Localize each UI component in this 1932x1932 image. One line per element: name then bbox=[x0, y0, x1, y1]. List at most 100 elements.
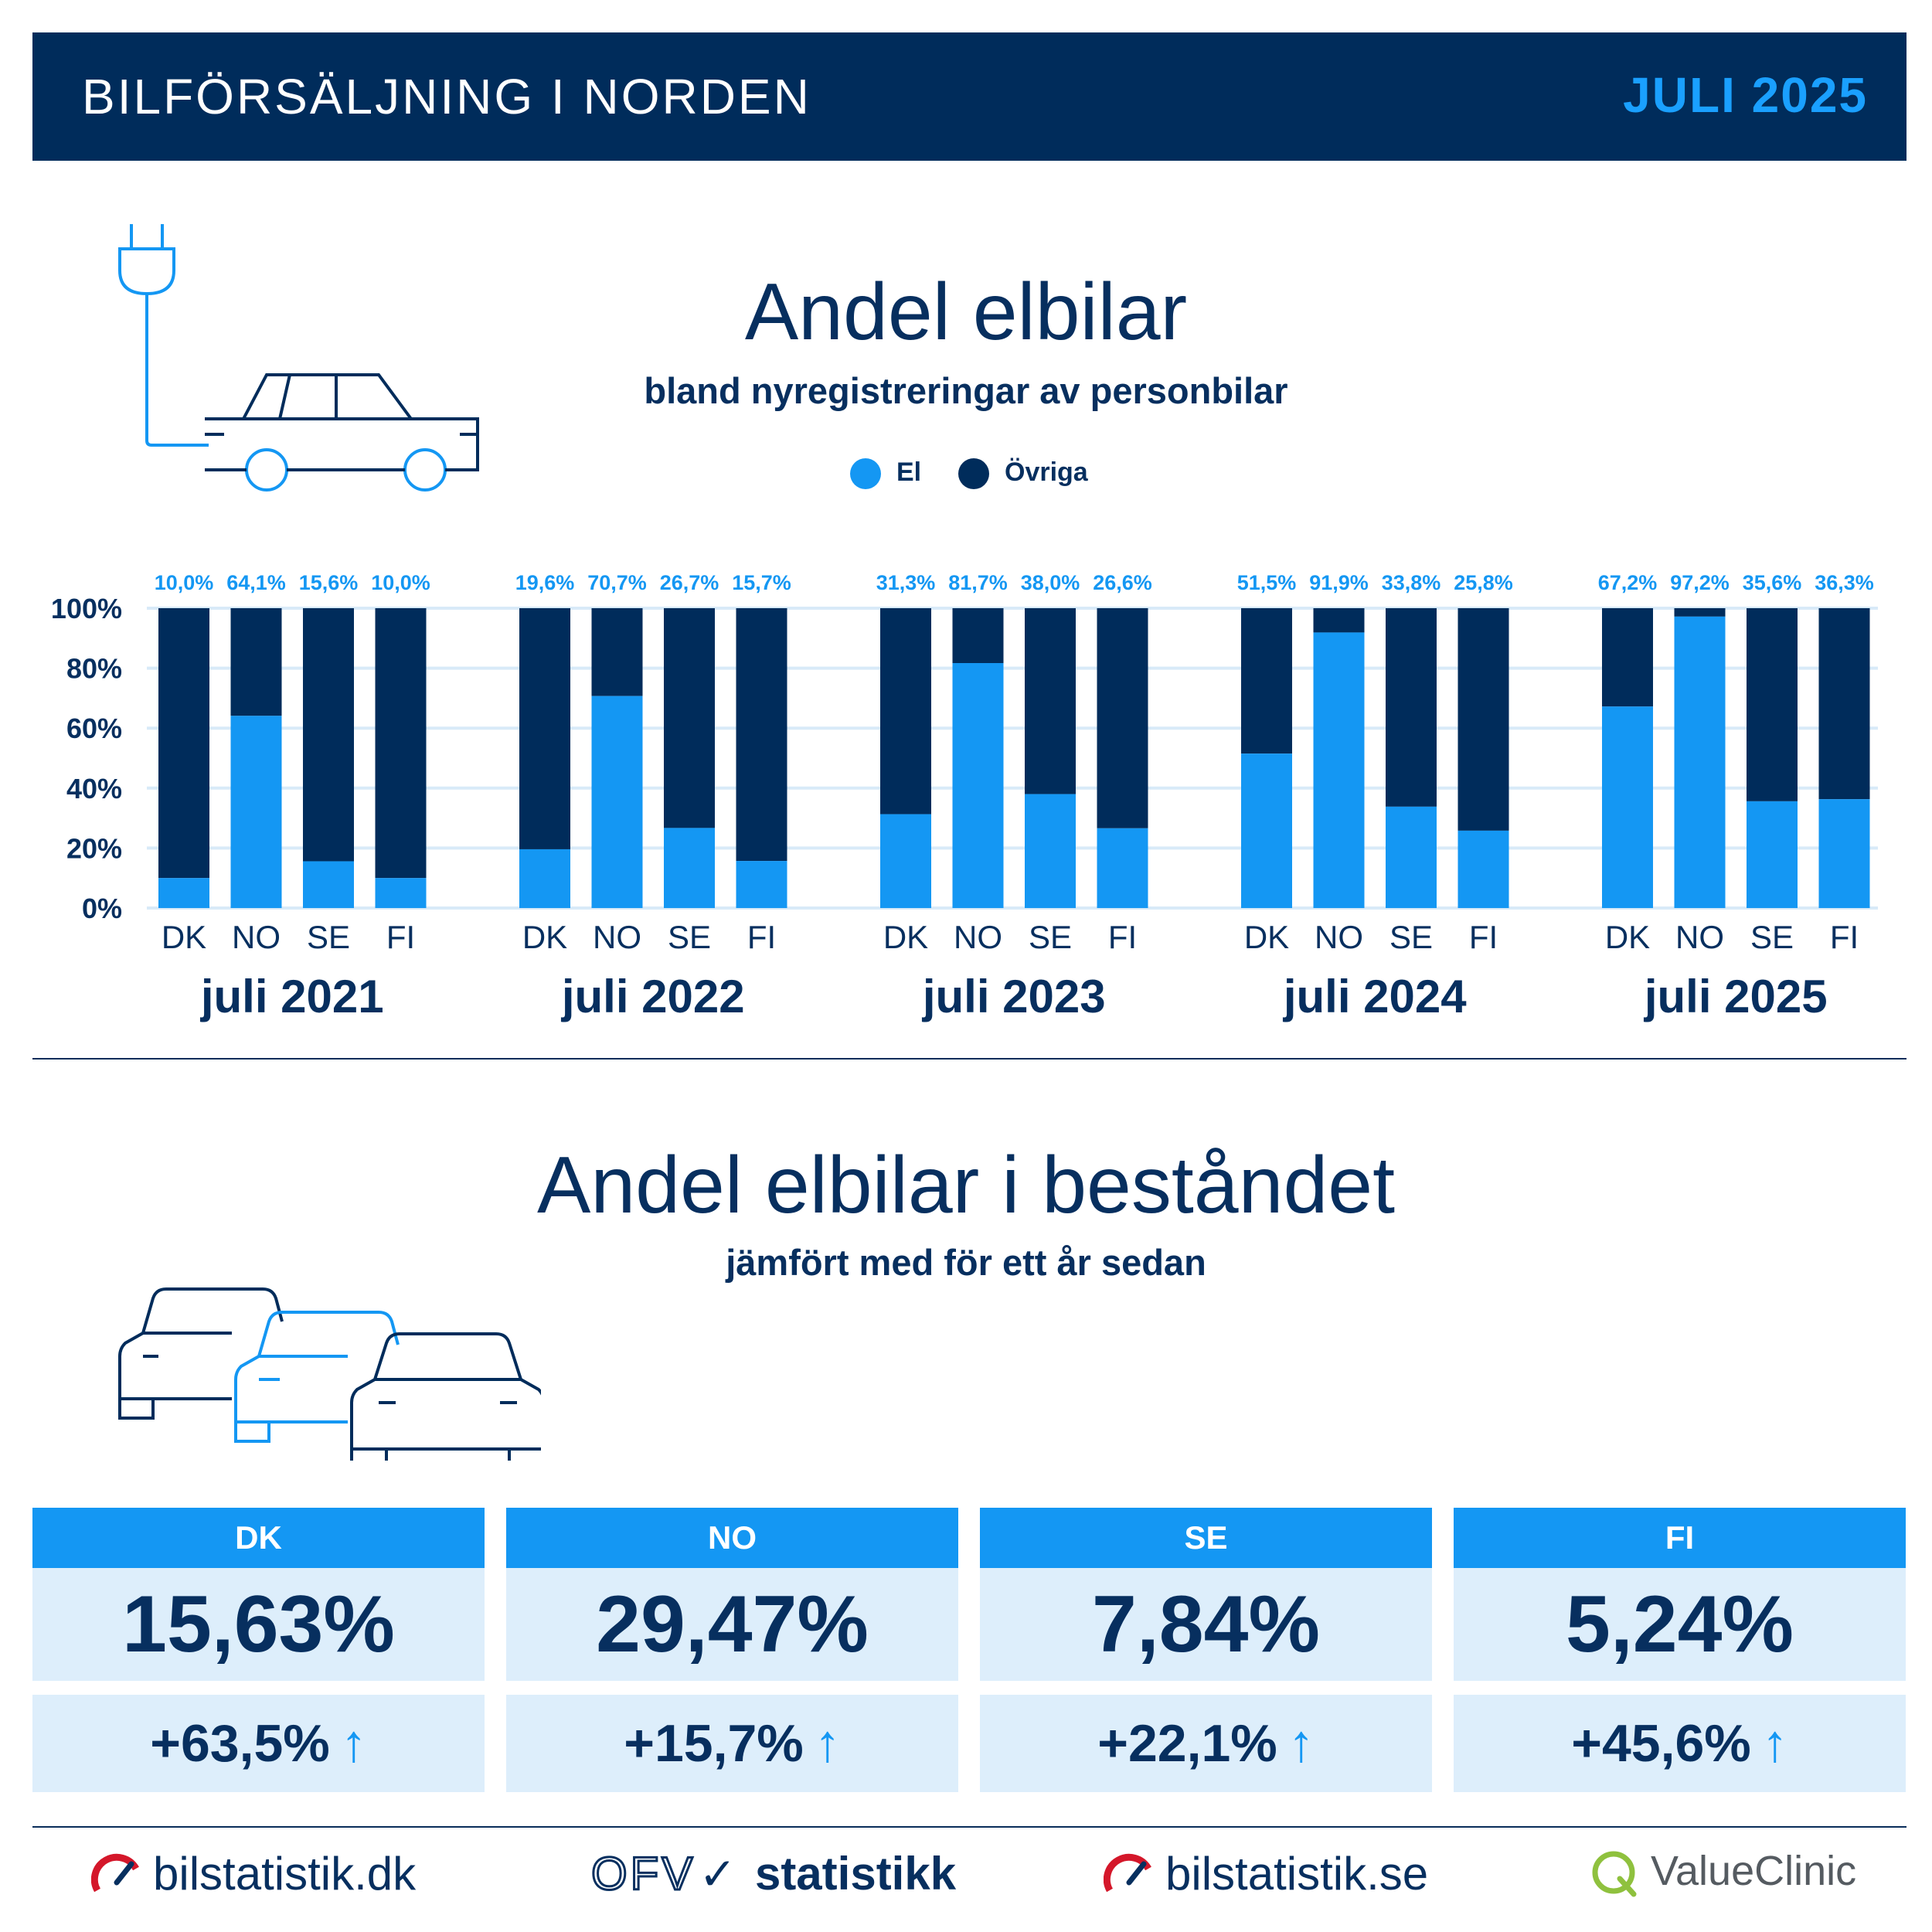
data-label: 26,7% bbox=[660, 571, 719, 594]
x-tick-label: FI bbox=[1469, 919, 1498, 955]
bar-ovriga bbox=[664, 608, 715, 828]
bar-ovriga bbox=[591, 608, 643, 696]
x-tick-label: NO bbox=[1315, 919, 1363, 955]
group-label: juli 2022 bbox=[561, 971, 745, 1022]
ofv-mark: OFV bbox=[590, 1847, 696, 1901]
stat-change: +22,1% bbox=[1097, 1714, 1277, 1773]
stat-change: +45,6% bbox=[1571, 1714, 1751, 1773]
data-label: 97,2% bbox=[1670, 571, 1730, 594]
bar-ovriga bbox=[1386, 608, 1437, 807]
bar-ovriga bbox=[1602, 608, 1653, 707]
x-tick-label: SE bbox=[668, 919, 711, 955]
x-tick-label: SE bbox=[307, 919, 350, 955]
bar-ovriga bbox=[519, 608, 570, 849]
stat-change-row: +45,6% ↑ bbox=[1454, 1695, 1906, 1792]
group-label: juli 2024 bbox=[1283, 971, 1467, 1022]
x-tick-label: NO bbox=[232, 919, 281, 955]
footer-divider bbox=[32, 1826, 1906, 1828]
bar-el bbox=[736, 861, 787, 908]
legend-label-other: Övriga bbox=[1005, 457, 1088, 487]
bar-ovriga bbox=[880, 608, 931, 815]
bar-el bbox=[1458, 830, 1509, 908]
bar-el bbox=[230, 716, 282, 908]
bar-ovriga bbox=[1747, 608, 1798, 801]
logo-bilstatistik-dk: bilstatistik.dk bbox=[91, 1847, 416, 1903]
stat-change: +15,7% bbox=[624, 1714, 804, 1773]
x-tick-label: DK bbox=[1244, 919, 1289, 955]
data-label: 91,9% bbox=[1309, 571, 1369, 594]
bar-el bbox=[1386, 806, 1437, 908]
up-arrow-icon: ↑ bbox=[1287, 1714, 1315, 1773]
stat-change: +63,5% bbox=[150, 1714, 330, 1773]
cars-fleet-icon bbox=[118, 1287, 541, 1461]
speedometer-icon bbox=[91, 1854, 139, 1893]
group-label: juli 2021 bbox=[200, 971, 384, 1022]
logo-ofv-statistikk: OFV✓ statistikk bbox=[590, 1847, 956, 1901]
data-label: 70,7% bbox=[587, 571, 647, 594]
bar-el bbox=[1602, 706, 1653, 908]
y-tick-label: 20% bbox=[66, 832, 122, 864]
stat-value: 5,24% bbox=[1454, 1568, 1906, 1681]
data-label: 15,6% bbox=[299, 571, 359, 594]
bar-el bbox=[1747, 801, 1798, 908]
stat-value: 15,63% bbox=[32, 1568, 485, 1681]
data-label: 64,1% bbox=[226, 571, 286, 594]
bar-ovriga bbox=[375, 608, 427, 879]
logo-valueclinic: ValueClinic bbox=[1590, 1847, 1856, 1899]
x-tick-label: SE bbox=[1389, 919, 1433, 955]
header-bar: BILFÖRSÄLJNING I NORDEN JULI 2025 bbox=[32, 32, 1906, 161]
stat-country: NO bbox=[506, 1508, 958, 1568]
stat-value: 7,84% bbox=[980, 1568, 1432, 1681]
data-label: 81,7% bbox=[948, 571, 1008, 594]
bar-el bbox=[1097, 828, 1148, 908]
bar-ovriga bbox=[952, 608, 1004, 664]
chart-title: Andel elbilar bbox=[744, 267, 1188, 357]
logo-bilstatistik-se: bilstatistik.se bbox=[1104, 1847, 1428, 1903]
speedometer-icon bbox=[1104, 1854, 1151, 1893]
legend-item-other: Övriga bbox=[958, 457, 1088, 490]
bar-el bbox=[1241, 753, 1292, 908]
bar-ovriga bbox=[303, 608, 354, 862]
bar-ovriga bbox=[1025, 608, 1076, 794]
x-tick-label: NO bbox=[593, 919, 641, 955]
data-label: 26,6% bbox=[1093, 571, 1152, 594]
bar-ovriga bbox=[1818, 608, 1870, 800]
y-tick-label: 80% bbox=[66, 653, 122, 685]
x-tick-label: DK bbox=[883, 919, 928, 955]
bar-ovriga bbox=[1097, 608, 1148, 828]
x-tick-label: SE bbox=[1029, 919, 1072, 955]
bar-el bbox=[1818, 799, 1870, 908]
bar-ovriga bbox=[1241, 608, 1292, 754]
data-label: 25,8% bbox=[1454, 571, 1513, 594]
x-tick-label: FI bbox=[1830, 919, 1859, 955]
x-tick-label: SE bbox=[1750, 919, 1794, 955]
stat-change-row: +15,7% ↑ bbox=[506, 1695, 958, 1792]
x-tick-label: DK bbox=[1605, 919, 1650, 955]
bar-el bbox=[158, 878, 209, 908]
section-divider bbox=[32, 1058, 1906, 1060]
stat-country: FI bbox=[1454, 1508, 1906, 1568]
bar-ovriga bbox=[158, 608, 209, 879]
valueclinic-q-icon bbox=[1592, 1851, 1637, 1897]
data-label: 10,0% bbox=[371, 571, 430, 594]
bar-el bbox=[952, 663, 1004, 908]
data-label: 36,3% bbox=[1815, 571, 1874, 594]
ev-charging-car-icon bbox=[118, 224, 479, 492]
chart-subtitle: bland nyregistreringar av personbilar bbox=[644, 370, 1288, 411]
bar-el bbox=[303, 861, 354, 908]
up-arrow-icon: ↑ bbox=[340, 1714, 367, 1773]
bar-ovriga bbox=[1458, 608, 1509, 831]
bar-el bbox=[664, 828, 715, 908]
group-label: juli 2023 bbox=[922, 971, 1106, 1022]
group-label: juli 2025 bbox=[1644, 971, 1828, 1022]
data-label: 19,6% bbox=[515, 571, 575, 594]
stat-change-row: +63,5% ↑ bbox=[32, 1695, 485, 1792]
y-tick-label: 0% bbox=[82, 893, 122, 924]
stat-change-row: +22,1% ↑ bbox=[980, 1695, 1432, 1792]
legend-swatch-el bbox=[850, 458, 881, 490]
bar-el bbox=[375, 878, 427, 908]
legend-swatch-other bbox=[958, 458, 989, 490]
bar-ovriga bbox=[230, 608, 282, 716]
stat-value: 29,47% bbox=[506, 1568, 958, 1681]
up-arrow-icon: ↑ bbox=[814, 1714, 841, 1773]
